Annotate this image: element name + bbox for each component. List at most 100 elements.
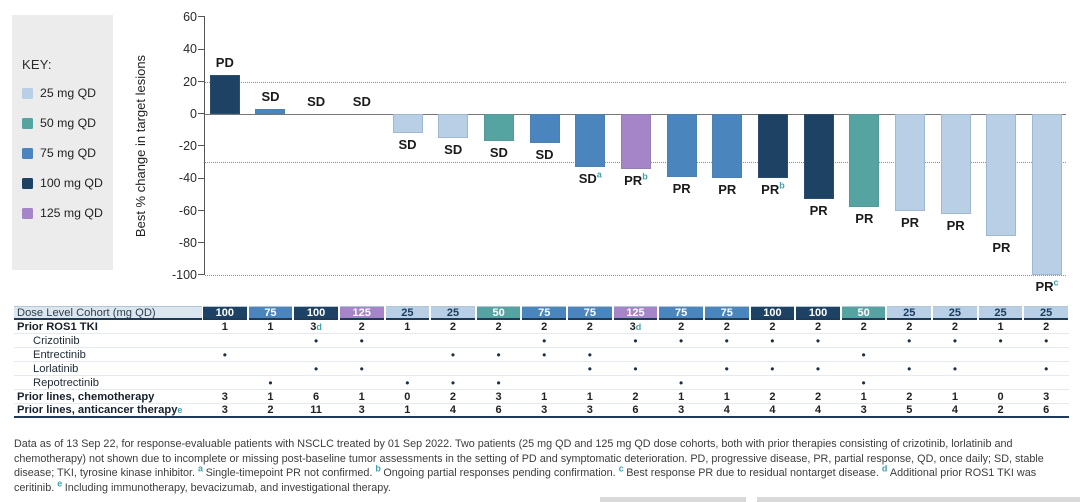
table-value-cell: 2 (567, 320, 613, 334)
table-value-cell: 2 (749, 320, 796, 334)
table-value: 3 (495, 390, 502, 403)
footnote-segment: Ongoing partial responses pending confir… (383, 467, 619, 480)
legend-item-label: 25 mg QD (40, 86, 97, 100)
table-value-cell: 2 (840, 320, 887, 334)
table-value-cell: 3 (840, 404, 887, 418)
bar-response-label: SDa (578, 169, 602, 186)
table-dot-cell (475, 334, 522, 348)
table-dot-cell: • (247, 376, 294, 390)
dose-header-cell: 100 (203, 306, 247, 320)
cropped-ui-fragment (600, 497, 746, 502)
table-value: 6 (632, 404, 639, 416)
bar-response-label: PR (855, 211, 874, 227)
footnote-marker: b (375, 463, 384, 474)
prior-tki-dot: • (724, 333, 729, 348)
legend-item-label: 125 mg QD (40, 206, 103, 220)
table-value: 2 (997, 404, 1004, 416)
legend-swatch (22, 117, 33, 129)
dose-header-cell: 100 (796, 306, 840, 320)
table-dot-cell: • (932, 334, 978, 348)
table-dot-cell (202, 334, 248, 348)
waterfall-bar (666, 113, 697, 177)
footnote-segment: Data as of 13 Sep 22, for response-evalu… (14, 438, 1044, 480)
legend-item: 100 mg QD (22, 168, 113, 198)
table-value: 2 (449, 390, 457, 403)
prior-tki-dot: • (1044, 361, 1049, 376)
cropped-ui-fragment (757, 497, 1080, 502)
waterfall-bar (255, 108, 286, 114)
table-value: 3 (221, 390, 228, 403)
waterfall-bar (209, 75, 240, 114)
table-dot-cell: • (338, 362, 385, 376)
prior-tki-dot: • (952, 333, 958, 348)
dose-header-cell: 25 (887, 306, 932, 320)
y-tick-mark (198, 242, 205, 243)
table-value-cell: 3 (567, 404, 613, 418)
table-value-cell: 2 (886, 320, 933, 334)
table-value-cell: 2 (430, 320, 476, 334)
y-tick-mark (198, 80, 205, 82)
table-dot-cell (384, 348, 431, 362)
waterfall-bar (895, 113, 925, 211)
bar-response-label: PRc (1035, 277, 1059, 294)
prior-tki-dot: • (542, 333, 547, 348)
table-value: 2 (860, 320, 867, 333)
table-value-cell: 1 (202, 320, 248, 334)
prior-tki-dot: • (496, 375, 501, 390)
table-dot-cell (338, 348, 385, 362)
table-dot-cell: • (567, 348, 613, 362)
bar-response-footnote-marker: c (1053, 277, 1059, 288)
table-row-label: Crizotinib (14, 334, 202, 348)
y-tick-mark (198, 274, 205, 276)
y-tick-mark (198, 209, 205, 211)
table-dot-cell (247, 334, 294, 348)
y-tick-label: 0 (190, 106, 197, 121)
table-dot-cell (795, 348, 841, 362)
table-value-cell: 2 (338, 320, 385, 334)
dotted-reference-line (205, 81, 1066, 83)
table-value-cell: 1 (384, 320, 431, 334)
table-dot-cell (430, 362, 476, 376)
waterfall-bar (438, 113, 469, 138)
table-dot-cell (703, 376, 750, 390)
waterfall-bar (757, 113, 788, 179)
table-value: 2 (586, 320, 593, 333)
bar-response-footnote-marker: b (642, 171, 648, 182)
table-value-cell: 1 (658, 390, 704, 404)
prior-tki-dot: • (907, 361, 912, 376)
table-value-cell: 2 (795, 390, 841, 404)
table-value: 1 (541, 390, 548, 403)
table-dot-cell (247, 348, 294, 362)
table-dot-cell (886, 348, 933, 362)
table-value: 0 (997, 390, 1004, 403)
table-value: 2 (1043, 320, 1050, 333)
table-value-cell: 3 (202, 390, 248, 404)
legend-swatch (22, 207, 33, 219)
legend-panel: KEY: 25 mg QD 50 mg QD 75 mg QD 100 mg QD 12… (12, 15, 113, 270)
table-value: 3 (221, 404, 228, 416)
dose-header-cell: 75 (568, 306, 612, 320)
table-row-label: Prior lines, chemotherapy (14, 390, 202, 404)
table-dot-cell (202, 362, 248, 376)
legend-item-label: 50 mg QD (40, 116, 97, 130)
table-row-label: Lorlatinib (14, 362, 202, 376)
table-row-label: Prior lines, anticancer therapy e (14, 404, 202, 418)
table-value-cell: 3 (658, 404, 704, 418)
prior-tki-dot: • (770, 361, 775, 376)
prior-tki-dot: • (815, 361, 821, 376)
y-tick-mark (198, 16, 205, 18)
y-tick-label: -80 (178, 235, 197, 250)
dose-header-cell: 125 (613, 306, 658, 320)
footnote-segment: Additional prior ROS1 TKI was ceritinib. (14, 467, 1037, 494)
table-dot-cell (658, 348, 704, 362)
table-dot-cell: • (293, 334, 339, 348)
bar-response-footnote-marker: b (779, 180, 785, 191)
table-value-cell: 1 (247, 390, 294, 404)
table-dot-cell: • (430, 348, 476, 362)
table-value-cell: 4 (795, 404, 841, 418)
table-dot-cell (1023, 376, 1069, 390)
waterfall-bar (620, 113, 651, 169)
table-value: 1 (997, 320, 1004, 333)
